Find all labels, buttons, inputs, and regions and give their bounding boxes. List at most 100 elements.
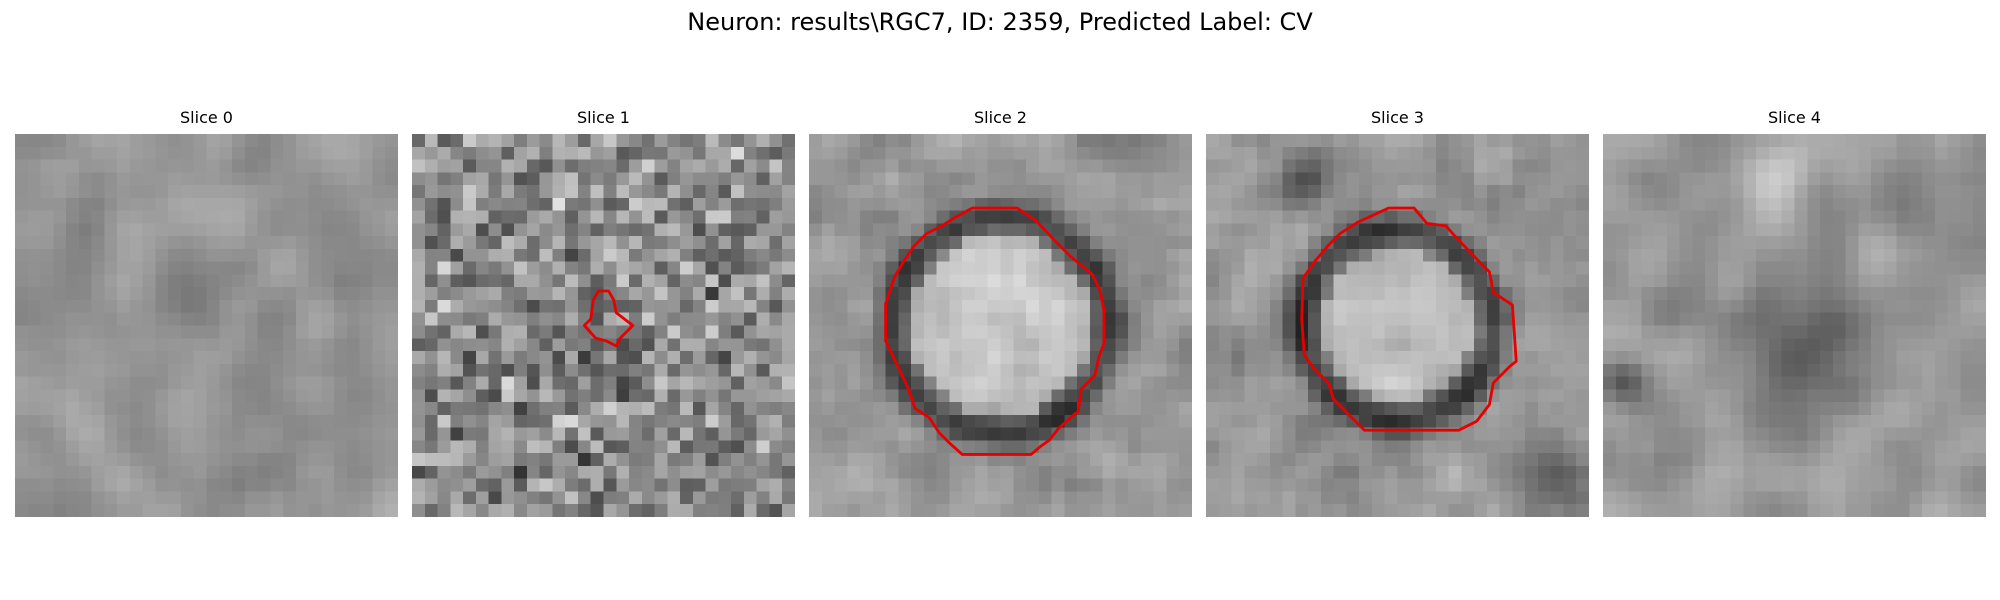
pixel bbox=[1231, 197, 1245, 211]
pixel bbox=[565, 440, 579, 454]
pixel bbox=[782, 440, 795, 454]
pixel bbox=[244, 478, 258, 492]
pixel bbox=[1244, 491, 1258, 505]
pixel bbox=[1308, 478, 1322, 492]
pixel bbox=[334, 351, 348, 365]
pixel bbox=[155, 185, 169, 199]
pixel bbox=[769, 504, 783, 517]
pixel bbox=[1781, 440, 1795, 454]
pixel bbox=[1525, 414, 1539, 428]
pixel bbox=[1730, 274, 1744, 288]
pixel bbox=[66, 504, 80, 517]
pixel bbox=[104, 197, 118, 211]
pixel bbox=[1550, 351, 1564, 365]
pixel bbox=[654, 440, 668, 454]
pixel bbox=[1615, 274, 1629, 288]
pixel bbox=[718, 287, 732, 301]
pixel bbox=[756, 389, 770, 403]
pixel bbox=[40, 134, 54, 148]
pixel bbox=[590, 351, 604, 365]
pixel bbox=[78, 274, 92, 288]
pixel bbox=[104, 210, 118, 224]
pixel bbox=[1756, 223, 1770, 237]
pixel bbox=[1333, 236, 1347, 250]
pixel bbox=[1089, 453, 1103, 467]
pixel bbox=[1000, 414, 1014, 428]
pixel bbox=[1858, 172, 1872, 186]
pixel bbox=[1666, 491, 1680, 505]
pixel bbox=[885, 299, 899, 313]
pixel bbox=[1832, 427, 1846, 441]
pixel bbox=[437, 491, 451, 505]
pixel bbox=[1166, 134, 1180, 148]
pixel bbox=[346, 197, 360, 211]
pixel bbox=[577, 440, 591, 454]
pixel bbox=[1206, 453, 1220, 467]
pixel bbox=[1206, 325, 1220, 339]
pixel bbox=[334, 146, 348, 160]
pixel bbox=[1026, 504, 1040, 517]
pixel bbox=[898, 210, 912, 224]
pixel bbox=[1423, 440, 1437, 454]
pixel bbox=[283, 236, 297, 250]
pixel bbox=[219, 299, 233, 313]
pixel bbox=[1717, 248, 1731, 262]
pixel bbox=[539, 159, 553, 173]
pixel bbox=[1537, 172, 1551, 186]
pixel bbox=[1231, 312, 1245, 326]
pixel bbox=[1140, 134, 1154, 148]
pixel bbox=[692, 287, 706, 301]
pixel bbox=[104, 325, 118, 339]
pixel bbox=[539, 491, 553, 505]
pixel bbox=[155, 146, 169, 160]
pixel bbox=[782, 210, 795, 224]
pixel bbox=[756, 197, 770, 211]
pixel bbox=[654, 236, 668, 250]
pixel bbox=[641, 223, 655, 237]
pixel bbox=[53, 185, 67, 199]
pixel bbox=[78, 197, 92, 211]
pixel bbox=[860, 453, 874, 467]
pixel bbox=[1730, 414, 1744, 428]
pixel bbox=[142, 389, 156, 403]
pixel bbox=[1244, 325, 1258, 339]
pixel bbox=[129, 325, 143, 339]
pixel bbox=[412, 236, 426, 250]
pixel bbox=[1371, 146, 1385, 160]
pixel bbox=[1320, 440, 1334, 454]
pixel bbox=[1550, 261, 1564, 275]
pixel bbox=[1282, 338, 1296, 352]
pixel bbox=[1628, 197, 1642, 211]
pixel bbox=[475, 325, 489, 339]
pixel bbox=[1295, 427, 1309, 441]
pixel bbox=[1320, 312, 1334, 326]
pixel bbox=[743, 287, 757, 301]
pixel bbox=[809, 351, 823, 365]
pixel bbox=[1896, 504, 1910, 517]
pixel bbox=[949, 351, 963, 365]
pixel bbox=[1781, 376, 1795, 390]
pixel bbox=[1641, 504, 1655, 517]
pixel bbox=[1845, 185, 1859, 199]
pixel bbox=[743, 274, 757, 288]
pixel bbox=[1308, 376, 1322, 390]
pixel bbox=[1474, 159, 1488, 173]
pixel bbox=[40, 287, 54, 301]
pixel bbox=[1537, 325, 1551, 339]
pixel bbox=[1756, 504, 1770, 517]
pixel bbox=[1628, 261, 1642, 275]
pixel bbox=[962, 146, 976, 160]
pixel bbox=[616, 248, 630, 262]
pixel bbox=[1064, 197, 1078, 211]
pixel bbox=[1563, 248, 1577, 262]
pixel bbox=[962, 325, 976, 339]
pixel bbox=[1666, 312, 1680, 326]
pixel bbox=[1397, 402, 1411, 416]
pixel bbox=[1705, 312, 1719, 326]
pixel bbox=[244, 261, 258, 275]
pixel bbox=[974, 185, 988, 199]
pixel bbox=[1435, 261, 1449, 275]
pixel bbox=[1858, 389, 1872, 403]
pixel bbox=[1947, 389, 1961, 403]
pixel bbox=[911, 363, 925, 377]
